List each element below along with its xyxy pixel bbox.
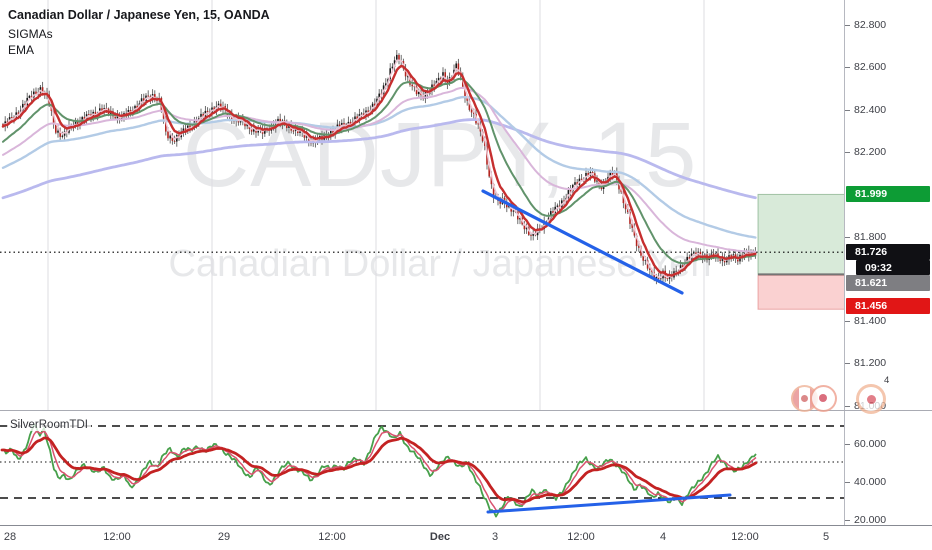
time-axis[interactable]: 28 12:00 29 12:00 Dec 3 12:00 4 12:00 5 xyxy=(0,525,932,550)
indicator-label-tdi[interactable]: SilverRoomTDI xyxy=(7,419,91,431)
price-axis-label: 60.000 xyxy=(854,438,887,450)
time-axis-label: 28 xyxy=(3,531,17,543)
watermark-name: Canadian Dollar / Japanese Yen xyxy=(168,243,712,285)
time-axis-label: Dec xyxy=(429,531,451,543)
time-axis-label: 12:00 xyxy=(567,531,595,543)
price-tick xyxy=(845,152,850,153)
tdi-slow-line xyxy=(0,436,758,504)
sigma-fast-line xyxy=(2,59,757,279)
ema-slowest-line xyxy=(1,118,757,200)
price-tick xyxy=(845,444,850,445)
price-axis-label: 82.400 xyxy=(854,104,887,116)
pane-divider[interactable] xyxy=(0,410,932,411)
last-price-tag: 81.726 xyxy=(846,243,930,260)
price-tick xyxy=(845,406,850,407)
position-stop-zone[interactable] xyxy=(757,274,846,310)
price-tick xyxy=(845,520,850,521)
time-axis-label: 12:00 xyxy=(103,531,131,543)
price-trendline[interactable] xyxy=(481,189,684,295)
entry-price-tag[interactable]: 81.621 xyxy=(846,275,930,291)
indicator-label-ema[interactable]: EMA xyxy=(8,43,35,57)
time-axis-label: 5 xyxy=(822,531,830,543)
price-axis-label: 82.600 xyxy=(854,61,887,73)
jpy-flag-icon-pane xyxy=(856,384,886,414)
stop-price-tag[interactable]: 81.456 xyxy=(846,298,930,314)
time-axis-label: 3 xyxy=(491,531,499,543)
ema-20-line xyxy=(2,77,757,265)
price-axis-label: 40.000 xyxy=(854,476,887,488)
price-tick xyxy=(845,321,850,322)
position-target-zone[interactable] xyxy=(757,193,846,275)
price-tick xyxy=(845,482,850,483)
price-tick xyxy=(845,25,850,26)
price-axis-label: 82.800 xyxy=(854,19,887,31)
price-tick xyxy=(845,237,850,238)
time-axis-label: 12:00 xyxy=(731,531,759,543)
ema-slow-line xyxy=(1,95,757,239)
tdi-trendline[interactable] xyxy=(486,493,732,514)
tdi-fast-line xyxy=(1,423,757,518)
countdown-tag: 09:32 xyxy=(856,260,930,275)
symbol-title[interactable]: Canadian Dollar / Japanese Yen, 15, OAND… xyxy=(8,8,270,22)
ema-medium-line xyxy=(2,86,757,253)
ema-fast-line xyxy=(1,64,757,277)
price-tick xyxy=(845,363,850,364)
jpy-flag-icon xyxy=(810,385,837,412)
price-axis-label: 81.200 xyxy=(854,357,887,369)
price-axis-label: 82.200 xyxy=(854,146,887,158)
price-axis-label: 20.000 xyxy=(854,514,887,526)
indicator-label-sigmas[interactable]: SIGMAs xyxy=(8,27,53,41)
price-tick xyxy=(845,110,850,111)
time-axis-label: 29 xyxy=(217,531,231,543)
target-price-tag[interactable]: 81.999 xyxy=(846,186,930,202)
price-axis[interactable]: 82.800 82.600 82.400 82.200 81.800 81.400 81.2… xyxy=(844,0,932,550)
price-tick xyxy=(845,67,850,68)
price-axis-label: 81.800 xyxy=(854,231,887,243)
time-axis-label: 4 xyxy=(659,531,667,543)
flag-badge: 4 xyxy=(884,375,890,386)
time-axis-label: 12:00 xyxy=(318,531,346,543)
price-axis-label: 81.400 xyxy=(854,315,887,327)
tdi-signal-line xyxy=(1,430,757,512)
